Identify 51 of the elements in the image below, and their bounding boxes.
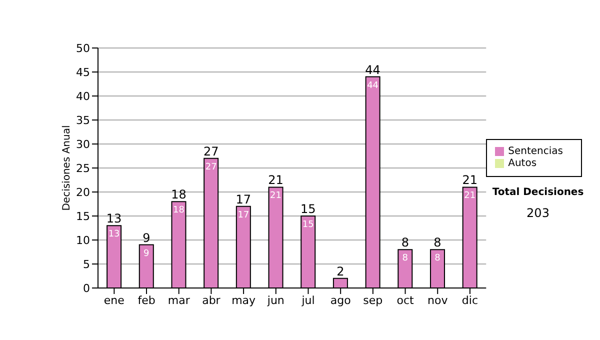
data-label: 27	[205, 162, 217, 172]
y-tick-label: 5	[83, 258, 90, 271]
y-tick-label: 50	[76, 42, 90, 55]
total-label: 8	[434, 236, 442, 250]
x-tick-label: jul	[300, 294, 315, 307]
x-tick-label: ene	[104, 294, 125, 307]
y-tick-label: 40	[76, 90, 90, 103]
y-tick-label: 10	[76, 234, 90, 247]
x-tick-label: ago	[330, 294, 352, 307]
total-label: 17	[236, 192, 252, 206]
total-label: 8	[401, 236, 409, 250]
y-tick-label: 35	[76, 114, 90, 127]
legend-label: Autos	[508, 158, 537, 169]
x-tick-label: sep	[363, 294, 383, 307]
text: 203	[526, 205, 550, 222]
text: Total Decisiones	[491, 186, 585, 200]
total-label: 27	[203, 144, 219, 158]
total-label: 18	[171, 188, 186, 202]
y-tick-label: 45	[76, 66, 90, 79]
legend-label: Sentencias	[508, 146, 563, 157]
data-label: 21	[464, 191, 476, 202]
y-tick-label: 20	[76, 186, 90, 199]
y-tick-label: 30	[76, 138, 90, 151]
data-label: 44	[367, 80, 379, 91]
total-label: 9	[142, 230, 150, 245]
total-label: 2	[336, 264, 344, 278]
total-label: 13	[106, 212, 122, 226]
x-tick-label: feb	[138, 294, 156, 307]
total-label: 21	[268, 173, 284, 188]
total-label: 44	[365, 62, 380, 77]
y-axis-title: Decisiones Anual	[62, 125, 73, 211]
total-label: 15	[300, 202, 316, 216]
x-tick-label: dic	[462, 294, 478, 307]
x-tick-label: jun	[266, 294, 284, 307]
y-tick-label: 15	[76, 210, 90, 223]
data-label: 8	[434, 254, 441, 264]
data-label: 17	[238, 210, 250, 220]
data-label: 13	[108, 230, 120, 240]
x-tick-label: oct	[396, 294, 414, 307]
x-tick-label: abr	[202, 294, 221, 307]
x-tick-label: nov	[428, 294, 448, 307]
y-tick-label: 25	[76, 162, 90, 175]
data-label: 9	[144, 248, 150, 259]
y-tick-label: 0	[83, 282, 90, 295]
data-label: 18	[173, 206, 185, 216]
x-tick-label: may	[232, 294, 256, 307]
x-tick-label: mar	[168, 294, 190, 307]
data-label: 15	[302, 220, 314, 230]
total-label: 21	[462, 173, 478, 188]
data-label: 8	[402, 254, 408, 264]
data-label: 21	[270, 191, 282, 202]
